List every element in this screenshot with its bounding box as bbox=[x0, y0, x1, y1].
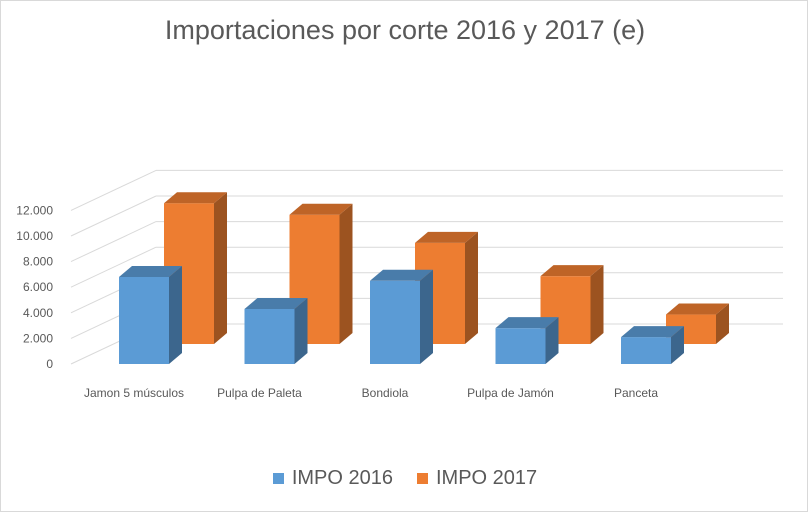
gridline-diagonal bbox=[70, 195, 157, 237]
bar-front-face bbox=[244, 308, 295, 364]
bar-side-face bbox=[545, 317, 559, 364]
bar-front-face bbox=[621, 337, 671, 364]
bar bbox=[621, 326, 684, 364]
bar-front-face bbox=[119, 276, 169, 364]
y-tick-label: 6.000 bbox=[23, 280, 53, 294]
x-tick-label: Pulpa de Jamón bbox=[467, 386, 554, 400]
bar-top-face bbox=[119, 265, 182, 277]
x-tick-label: Panceta bbox=[614, 386, 658, 400]
y-tick-label: 10.000 bbox=[16, 229, 53, 243]
gridline-diagonal bbox=[70, 221, 157, 263]
bar-side-face bbox=[590, 265, 604, 344]
bar-top-face bbox=[540, 265, 604, 277]
bar-top-face bbox=[370, 269, 433, 281]
y-tick-label: 12.000 bbox=[16, 203, 53, 217]
bar bbox=[119, 265, 182, 364]
legend-swatch-impo-2016 bbox=[272, 473, 284, 484]
bar-side-face bbox=[671, 326, 684, 364]
y-tick-label: 0 bbox=[46, 357, 53, 371]
legend-item-impo-2016: IMPO 2016 bbox=[272, 467, 393, 490]
y-tick-label: 4.000 bbox=[23, 306, 53, 320]
legend: IMPO 2016 IMPO 2017 bbox=[1, 467, 808, 490]
y-axis: 0 2.000 4.000 6.000 8.000 10.000 12.000 bbox=[16, 203, 53, 371]
x-tick-label: Jamon 5 músculos bbox=[84, 386, 184, 400]
bar bbox=[370, 269, 433, 364]
x-axis: Jamon 5 músculos Pulpa de Paleta Bondiola P… bbox=[84, 386, 658, 400]
bar-top-face bbox=[289, 203, 353, 215]
series-impo-2016-bars bbox=[119, 265, 684, 364]
y-tick-label: 8.000 bbox=[23, 255, 53, 269]
x-tick-label: Pulpa de Paleta bbox=[217, 386, 302, 400]
bar-side-face bbox=[169, 265, 182, 364]
bar-top-face bbox=[244, 297, 308, 309]
bar bbox=[495, 317, 559, 364]
bar-top-face bbox=[666, 303, 729, 315]
legend-label-impo-2017: IMPO 2017 bbox=[436, 467, 538, 489]
bar-front-face bbox=[495, 328, 546, 364]
bar-side-face bbox=[294, 297, 308, 364]
x-tick-label: Bondiola bbox=[362, 386, 409, 400]
gridline-diagonal bbox=[70, 246, 157, 288]
bar-top-face bbox=[495, 317, 559, 329]
legend-label-impo-2016: IMPO 2016 bbox=[291, 467, 393, 489]
bar-side-face bbox=[214, 192, 227, 344]
bar-top-face bbox=[621, 326, 684, 338]
bar-side-face bbox=[465, 231, 478, 344]
bar-top-face bbox=[415, 231, 478, 243]
legend-item-impo-2017: IMPO 2017 bbox=[417, 467, 537, 490]
legend-swatch-impo-2017 bbox=[417, 473, 428, 484]
chart-title: Importaciones por corte 2016 y 2017 (e) bbox=[164, 15, 646, 45]
bar bbox=[244, 297, 308, 364]
bar-side-face bbox=[420, 269, 433, 364]
bar-side-face bbox=[716, 303, 729, 344]
gridline-diagonal bbox=[70, 169, 157, 211]
bar-top-face bbox=[164, 192, 227, 204]
bar-front-face bbox=[370, 280, 420, 364]
bar-side-face bbox=[339, 203, 353, 344]
y-tick-label: 2.000 bbox=[23, 331, 53, 345]
